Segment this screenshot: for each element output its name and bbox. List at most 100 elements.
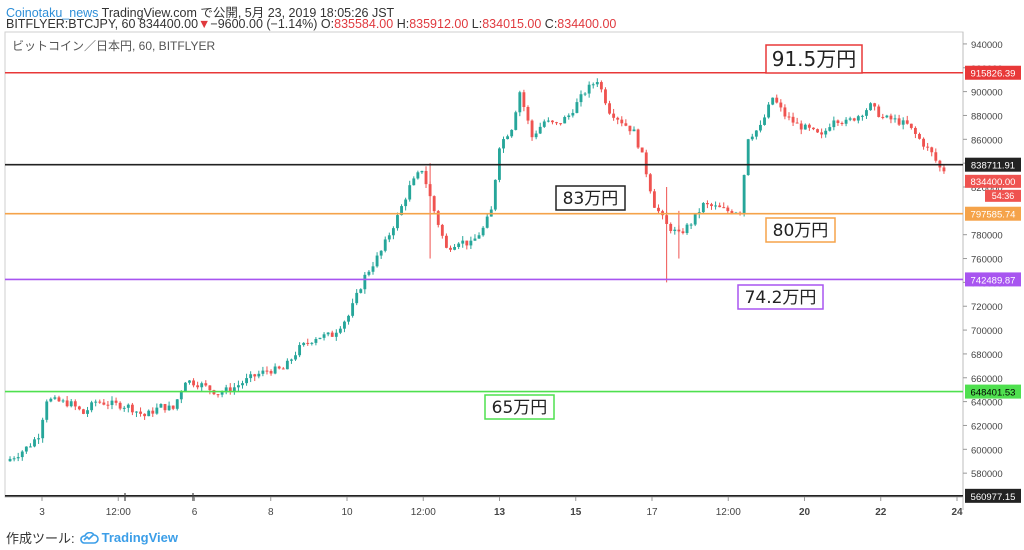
- candle-body: [771, 97, 775, 105]
- high-value: 835912.00: [409, 17, 469, 31]
- candle-body: [436, 211, 440, 225]
- author-link[interactable]: Coinotaku_news: [6, 6, 99, 20]
- annotation-box: [737, 284, 824, 310]
- candle-body: [86, 410, 89, 414]
- candle-body: [224, 387, 228, 393]
- candle-body: [139, 411, 142, 414]
- candle-body: [33, 439, 36, 447]
- candle-body: [754, 130, 758, 137]
- candle-body: [204, 383, 208, 386]
- candle-body: [832, 120, 836, 128]
- candle-body: [155, 407, 159, 414]
- candle-body: [261, 370, 265, 374]
- candle-body: [216, 394, 220, 396]
- candle-body: [49, 398, 53, 402]
- candle-body: [122, 407, 126, 409]
- countdown-tag: [985, 189, 1021, 202]
- candle-body: [587, 84, 591, 94]
- candle-body: [387, 235, 391, 240]
- candle-body: [595, 82, 599, 85]
- candle-body: [575, 102, 579, 113]
- candle-body: [118, 402, 122, 409]
- candle-body: [273, 366, 277, 374]
- candle-body: [918, 133, 921, 139]
- candle-body: [114, 400, 118, 403]
- level-price-tag: [965, 157, 1021, 172]
- candle-body: [192, 380, 195, 386]
- candle-body: [848, 118, 852, 120]
- level-price-label: 915826.39: [971, 69, 1016, 80]
- open-value: 835584.00: [334, 17, 394, 31]
- tradingview-logo[interactable]: TradingView: [79, 530, 178, 545]
- candle-body: [277, 366, 281, 369]
- candle-body: [465, 240, 469, 246]
- candle-body: [616, 117, 620, 120]
- candle-body: [367, 271, 371, 275]
- candle-body: [424, 170, 428, 185]
- x-tick-label: 3: [39, 507, 45, 518]
- x-tick-label: 13: [494, 507, 506, 518]
- candle-body: [469, 240, 473, 246]
- x-tick-label: 17: [646, 507, 658, 518]
- y-tick-label: 580000: [971, 469, 1003, 480]
- candle-body: [579, 94, 583, 103]
- candle-body: [767, 104, 771, 118]
- candle-body: [98, 401, 102, 403]
- candle-body: [522, 92, 526, 108]
- candle-body: [714, 205, 718, 207]
- candle-body: [163, 404, 167, 411]
- candle-body: [775, 97, 779, 103]
- candle-body: [179, 391, 183, 400]
- candle-body: [546, 120, 550, 122]
- candle-body: [57, 397, 61, 402]
- candle-body: [624, 123, 628, 126]
- candle-body: [69, 401, 73, 407]
- candle-body: [444, 235, 448, 248]
- candle-body: [632, 129, 636, 132]
- low-label: L:: [471, 17, 483, 31]
- countdown-label: 54:36: [992, 191, 1015, 201]
- candle-body: [583, 93, 587, 95]
- candle-body: [685, 224, 689, 234]
- annotation-label: 83万円: [563, 189, 619, 209]
- candle-body: [334, 332, 338, 337]
- candle-body: [241, 383, 244, 386]
- candle-body: [412, 178, 416, 186]
- candle-body: [701, 203, 705, 213]
- chart-title: ビットコイン／日本円, 60, BITFLYER: [12, 39, 215, 53]
- candle-body: [873, 103, 877, 107]
- candle-body: [188, 380, 191, 383]
- candle-body: [126, 404, 130, 408]
- candle-body: [506, 136, 510, 140]
- current-price-tag: [965, 174, 1021, 188]
- candle-body: [689, 224, 693, 226]
- candle-body: [383, 239, 387, 251]
- candle-body: [440, 224, 444, 236]
- candle-body: [697, 212, 701, 214]
- candle-body: [130, 404, 134, 413]
- y-tick-label: 900000: [971, 88, 1003, 99]
- candle-body: [628, 125, 632, 132]
- candle-body: [926, 146, 930, 148]
- candle-body: [20, 451, 24, 458]
- candle-body: [816, 129, 819, 133]
- candle-body: [298, 345, 302, 356]
- x-tick-label: 22: [875, 507, 887, 518]
- tradingview-cloud-icon: [79, 531, 99, 544]
- candle-body: [396, 215, 399, 229]
- candle-body: [135, 411, 138, 413]
- candle-body: [249, 374, 253, 379]
- price-chart[interactable]: 580000 600000 620000 640000 660000 680000 7000…: [0, 0, 1024, 525]
- candle-body: [901, 120, 905, 125]
- candle-body: [77, 406, 81, 410]
- candle-body: [310, 342, 314, 344]
- candle-body: [457, 243, 461, 247]
- y-tick-label: 760000: [971, 255, 1003, 266]
- candle-body: [61, 400, 65, 402]
- annotation-box: [765, 217, 836, 243]
- y-tick-label: 700000: [971, 326, 1003, 337]
- candle-body: [791, 116, 795, 123]
- candle-body: [347, 315, 350, 322]
- annotation-label: 65万円: [492, 398, 548, 418]
- candle-body: [571, 112, 575, 116]
